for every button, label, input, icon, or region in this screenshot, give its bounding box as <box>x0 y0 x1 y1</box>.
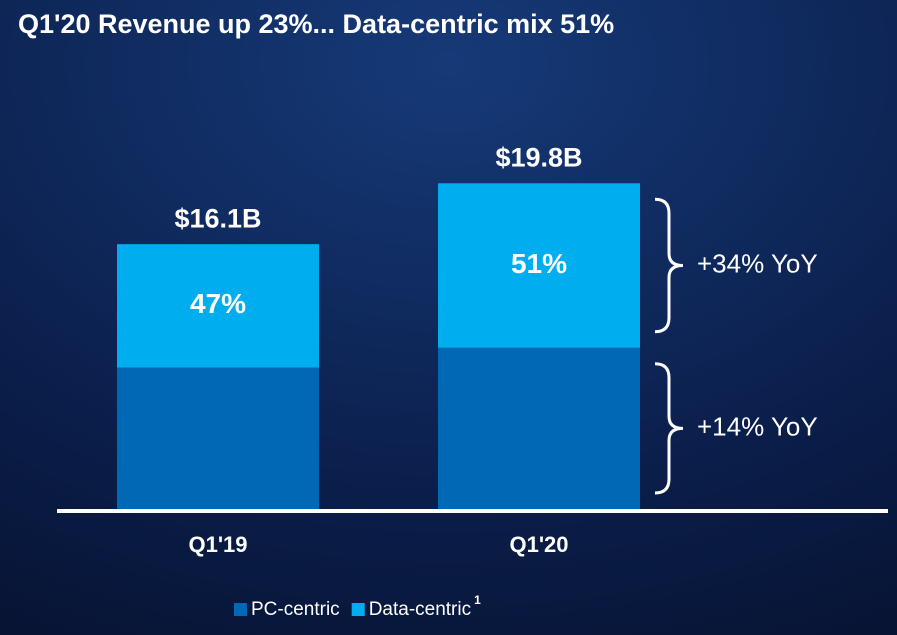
annotation: +14% YoY <box>697 411 818 441</box>
brace <box>654 197 684 334</box>
mix-label: 47% <box>190 288 246 319</box>
bar-segment <box>117 367 319 509</box>
legend-footnote: 1 <box>474 593 481 607</box>
chart-title: Q1'20 Revenue up 23%... Data-centric mix… <box>18 9 614 39</box>
total-label: $19.8B <box>495 142 582 172</box>
total-label: $16.1B <box>174 203 261 233</box>
annotation: +34% YoY <box>697 248 818 278</box>
mix-label: 51% <box>511 248 567 279</box>
legend-label: Data-centric <box>369 599 471 620</box>
bar-segment <box>438 183 640 348</box>
x-tick-label: Q1'20 <box>509 532 568 557</box>
legend-label: PC-centric <box>251 599 340 620</box>
bar-segment <box>117 244 319 368</box>
x-tick-label: Q1'19 <box>188 532 247 557</box>
legend-swatch <box>234 603 247 616</box>
brace <box>654 362 684 495</box>
bar-segment <box>438 347 640 509</box>
legend-swatch <box>351 603 365 616</box>
